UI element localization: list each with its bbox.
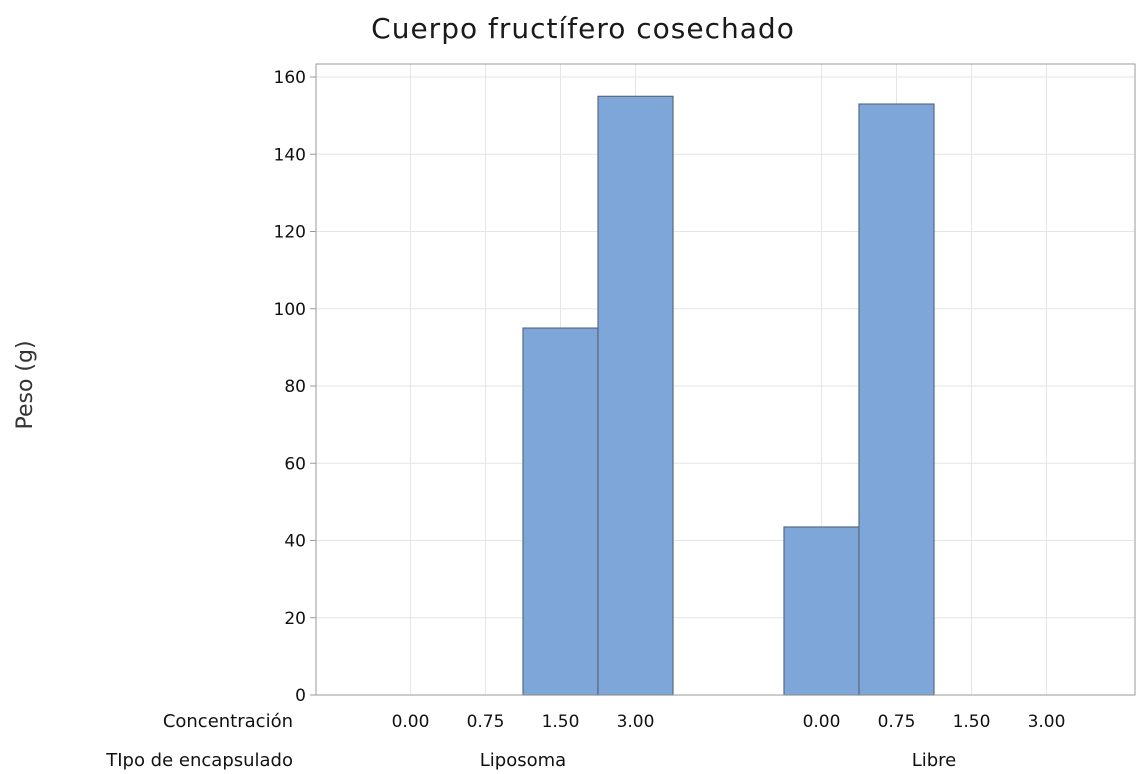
bar bbox=[597, 95, 674, 696]
y-tick-label: 140 bbox=[274, 145, 306, 165]
x-tick-label: 0.75 bbox=[878, 712, 916, 732]
y-axis-label: Peso (g) bbox=[13, 340, 38, 429]
concentration-row-label: Concentración bbox=[163, 711, 293, 732]
plot-frame bbox=[315, 63, 1136, 696]
x-tick-label: 0.75 bbox=[467, 712, 505, 732]
chart-title: Cuerpo fructífero cosechado bbox=[371, 12, 795, 45]
x-tick-label: 1.50 bbox=[542, 712, 580, 732]
x-tick-label: 3.00 bbox=[617, 712, 655, 732]
x-tick-label: 3.00 bbox=[1028, 712, 1066, 732]
x-tick-label: 1.50 bbox=[953, 712, 991, 732]
y-tick-label: 0 bbox=[295, 686, 306, 706]
x-tick-label: 0.00 bbox=[803, 712, 841, 732]
grid-lines bbox=[316, 64, 1135, 695]
y-tick-label: 160 bbox=[274, 68, 306, 88]
y-tick-label: 100 bbox=[274, 300, 306, 320]
bar bbox=[783, 526, 860, 696]
y-axis-ticks: 0 20 40 60 80 100 120 140 160 bbox=[274, 68, 316, 706]
y-tick-label: 60 bbox=[284, 454, 306, 474]
x-tick-label: 0.00 bbox=[392, 712, 430, 732]
x-axis-ticks: 0.00 0.75 1.50 3.00 Liposoma 0.00 0.75 1.50 3.00… bbox=[392, 712, 1066, 771]
bars bbox=[522, 95, 935, 696]
y-tick-label: 40 bbox=[284, 532, 306, 552]
y-tick-label: 80 bbox=[284, 377, 306, 397]
group-label: Liposoma bbox=[480, 750, 566, 771]
bar bbox=[522, 327, 599, 696]
y-tick-label: 20 bbox=[284, 609, 306, 629]
encapsulation-row-label: TIpo de encapsulado bbox=[105, 750, 293, 771]
y-tick-label: 120 bbox=[274, 223, 306, 243]
bar bbox=[858, 103, 935, 696]
group-label: Libre bbox=[912, 750, 957, 771]
